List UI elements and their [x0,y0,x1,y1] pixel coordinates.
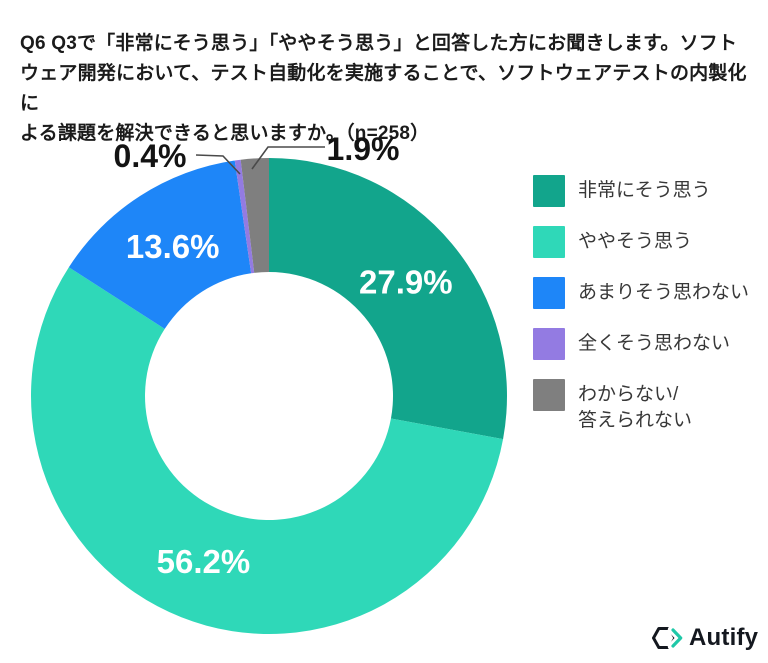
autify-logo-mark-icon [652,626,683,650]
legend-swatch-4 [533,379,565,411]
donut-slice-1 [30,267,504,635]
legend-label-4: わからない/ 答えられない [578,384,693,431]
legend-label-2: あまりそう思わない [578,282,750,303]
question-title-line-3: よる課題を解決できると思いますか。（n=258） [20,123,430,144]
donut-slice-4 [240,158,269,273]
legend-item-3: 全くそう思わない [533,328,749,360]
legend-swatch-0 [533,175,565,207]
donut-slice-0 [269,158,508,440]
callout-line-3 [195,154,241,175]
callout-label-3: 0.4% [114,138,187,174]
slice-label-2: 13.6% [126,228,220,265]
autify-logo-text: Autify [689,624,759,651]
chevron-icon [671,628,683,648]
slice-label-1: 56.2% [157,543,251,580]
legend-label-3: 全くそう思わない [578,333,731,354]
callout-label-4: 1.9% [327,131,400,167]
donut-slices [30,158,508,635]
legend-swatch-2 [533,277,565,309]
chart-legend: 非常にそう思う ややそう思うあまりそう思わない 全くそう思わないわからない/ 答えら… [533,175,749,453]
callout-line-4 [251,146,325,170]
question-title-line-1: Q6 Q3で「非常にそう思う」「ややそう思う」と回答した方にお聞きします。ソフト [20,33,738,54]
callout-leader-lines [195,146,325,175]
autify-logo: Autify [652,624,758,652]
slice-label-0: 27.9% [359,264,453,301]
legend-item-0: 非常にそう思う [533,175,749,207]
legend-label-1: ややそう思う [578,231,693,252]
legend-label-0: 非常にそう思う [578,180,711,201]
legend-swatch-3 [533,328,565,360]
donut-slice-2 [68,160,252,329]
question-title-line-2: ウェア開発において、テスト自動化を実施することで、ソフトウェアテストの内製化に [20,63,747,114]
legend-item-1: ややそう思う [533,226,749,258]
legend-swatch-1 [533,226,565,258]
slice-percentage-labels: 27.9% 56.2% 13.6% 0.4% 1.9% [114,131,453,580]
question-title: Q6 Q3で「非常にそう思う」「ややそう思う」と回答した方にお聞きします。ソフト… [20,29,760,149]
donut-slice-3 [234,159,255,274]
legend-item-2: あまりそう思わない [533,277,749,309]
legend-item-4: わからない/ 答えられない [533,379,749,434]
